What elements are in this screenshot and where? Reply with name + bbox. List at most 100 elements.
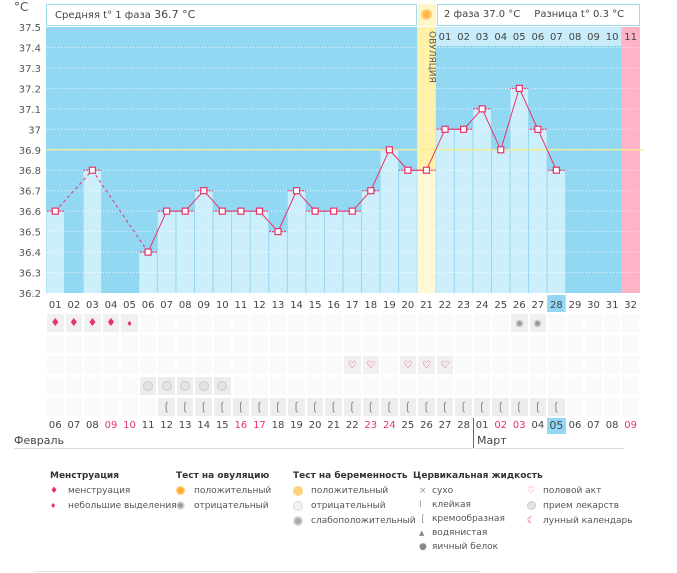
- symptom-cell[interactable]: [529, 356, 547, 374]
- symptom-cell[interactable]: [288, 335, 305, 353]
- symptom-cell-filled[interactable]: ❲: [473, 398, 491, 416]
- calendar-date[interactable]: 25: [401, 420, 415, 431]
- calendar-date[interactable]: 09: [104, 420, 118, 431]
- calendar-date[interactable]: 11: [141, 420, 155, 431]
- symptom-cell[interactable]: [622, 398, 639, 416]
- symptom-cell[interactable]: [381, 314, 398, 332]
- symptom-cell[interactable]: [436, 314, 454, 332]
- symptom-cell[interactable]: [622, 356, 639, 374]
- symptom-cell[interactable]: [399, 377, 417, 395]
- symptom-cell[interactable]: [269, 377, 287, 395]
- symptom-cell[interactable]: [622, 314, 639, 332]
- symptom-cell[interactable]: [343, 335, 361, 353]
- symptom-cell[interactable]: [232, 335, 250, 353]
- calendar-date[interactable]: 08: [86, 420, 99, 431]
- symptom-cell[interactable]: [325, 335, 342, 353]
- symptom-cell[interactable]: [47, 335, 64, 353]
- symptom-cell[interactable]: [343, 377, 361, 395]
- symptom-cell-filled[interactable]: ♡: [399, 356, 417, 374]
- symptom-cell[interactable]: [566, 398, 584, 416]
- symptom-cell[interactable]: [399, 335, 417, 353]
- symptom-cell-filled[interactable]: ♦: [102, 314, 120, 332]
- symptom-cell[interactable]: [214, 314, 231, 332]
- symptom-cell[interactable]: [455, 335, 472, 353]
- symptom-cell[interactable]: [585, 335, 602, 353]
- symptom-cell[interactable]: [529, 377, 547, 395]
- calendar-date[interactable]: 12: [160, 420, 173, 431]
- symptom-cell[interactable]: [473, 377, 491, 395]
- symptom-cell[interactable]: [362, 377, 380, 395]
- symptom-cell-filled[interactable]: ❲: [455, 398, 472, 416]
- symptom-cell[interactable]: [399, 314, 417, 332]
- symptom-cell[interactable]: [47, 377, 64, 395]
- symptom-cell[interactable]: [176, 314, 194, 332]
- symptom-cell[interactable]: [306, 314, 324, 332]
- symptom-cell-filled[interactable]: ❲: [399, 398, 417, 416]
- symptom-cell-filled[interactable]: [158, 377, 175, 395]
- calendar-date-today[interactable]: 05: [547, 418, 566, 434]
- symptom-cell[interactable]: [139, 398, 157, 416]
- symptom-cell[interactable]: [158, 356, 175, 374]
- calendar-date[interactable]: 20: [308, 420, 322, 431]
- symptom-cell-filled[interactable]: ❲: [418, 398, 435, 416]
- calendar-date[interactable]: 18: [271, 420, 285, 431]
- symptom-cell[interactable]: [176, 335, 194, 353]
- calendar-date[interactable]: 10: [123, 420, 136, 431]
- symptom-cell[interactable]: [306, 377, 324, 395]
- symptom-cell-filled[interactable]: ♦: [47, 314, 64, 332]
- symptom-cell[interactable]: [585, 314, 602, 332]
- symptom-cell[interactable]: [511, 356, 528, 374]
- symptom-cell[interactable]: [603, 335, 621, 353]
- symptom-cell[interactable]: [47, 356, 64, 374]
- symptom-cell[interactable]: [251, 335, 268, 353]
- symptom-cell[interactable]: [492, 314, 509, 332]
- symptom-cell[interactable]: [121, 335, 138, 353]
- calendar-date[interactable]: 22: [345, 420, 359, 431]
- symptom-cell[interactable]: [195, 314, 213, 332]
- symptom-cell-filled[interactable]: ❲: [214, 398, 231, 416]
- symptom-cell[interactable]: [158, 335, 175, 353]
- symptom-cell[interactable]: [214, 335, 231, 353]
- symptom-cell-filled[interactable]: [214, 377, 231, 395]
- calendar-date[interactable]: 03: [512, 420, 526, 431]
- symptom-cell[interactable]: [65, 335, 83, 353]
- symptom-cell-filled[interactable]: [139, 377, 157, 395]
- symptom-cell[interactable]: [585, 377, 602, 395]
- symptom-cell[interactable]: [251, 377, 268, 395]
- symptom-cell[interactable]: [603, 377, 621, 395]
- symptom-cell-filled[interactable]: ♡: [436, 356, 454, 374]
- symptom-cell[interactable]: [121, 356, 138, 374]
- symptom-cell[interactable]: [622, 335, 639, 353]
- symptom-cell[interactable]: [288, 356, 305, 374]
- symptom-cell[interactable]: [381, 335, 398, 353]
- symptom-cell[interactable]: [102, 398, 120, 416]
- symptom-cell-filled[interactable]: ♦: [84, 314, 101, 332]
- symptom-cell[interactable]: [343, 314, 361, 332]
- calendar-date[interactable]: 16: [234, 420, 248, 431]
- symptom-cell[interactable]: [325, 377, 342, 395]
- symptom-cell[interactable]: [418, 377, 435, 395]
- symptom-cell[interactable]: [195, 335, 213, 353]
- symptom-cell[interactable]: [492, 335, 509, 353]
- symptom-cell[interactable]: [418, 335, 435, 353]
- symptom-cell-filled[interactable]: ❲: [325, 398, 342, 416]
- calendar-date[interactable]: 08: [605, 420, 619, 431]
- calendar-date[interactable]: 28: [457, 420, 470, 431]
- symptom-cell[interactable]: [455, 314, 472, 332]
- symptom-cell[interactable]: [214, 356, 231, 374]
- symptom-cell-filled[interactable]: ❲: [269, 398, 287, 416]
- calendar-date[interactable]: 06: [48, 420, 62, 431]
- symptom-cell[interactable]: [84, 356, 101, 374]
- calendar-date[interactable]: 23: [364, 420, 378, 431]
- symptom-cell[interactable]: [102, 377, 120, 395]
- calendar-date[interactable]: 04: [531, 420, 545, 431]
- symptom-cell-filled[interactable]: ❲: [251, 398, 268, 416]
- symptom-cell[interactable]: [436, 335, 454, 353]
- symptom-cell[interactable]: [232, 356, 250, 374]
- symptom-cell[interactable]: [436, 377, 454, 395]
- symptom-cell-filled[interactable]: [529, 314, 547, 332]
- symptom-cell[interactable]: [492, 356, 509, 374]
- calendar-date[interactable]: 19: [290, 420, 303, 431]
- symptom-cell[interactable]: [325, 314, 342, 332]
- symptom-cell[interactable]: [84, 377, 101, 395]
